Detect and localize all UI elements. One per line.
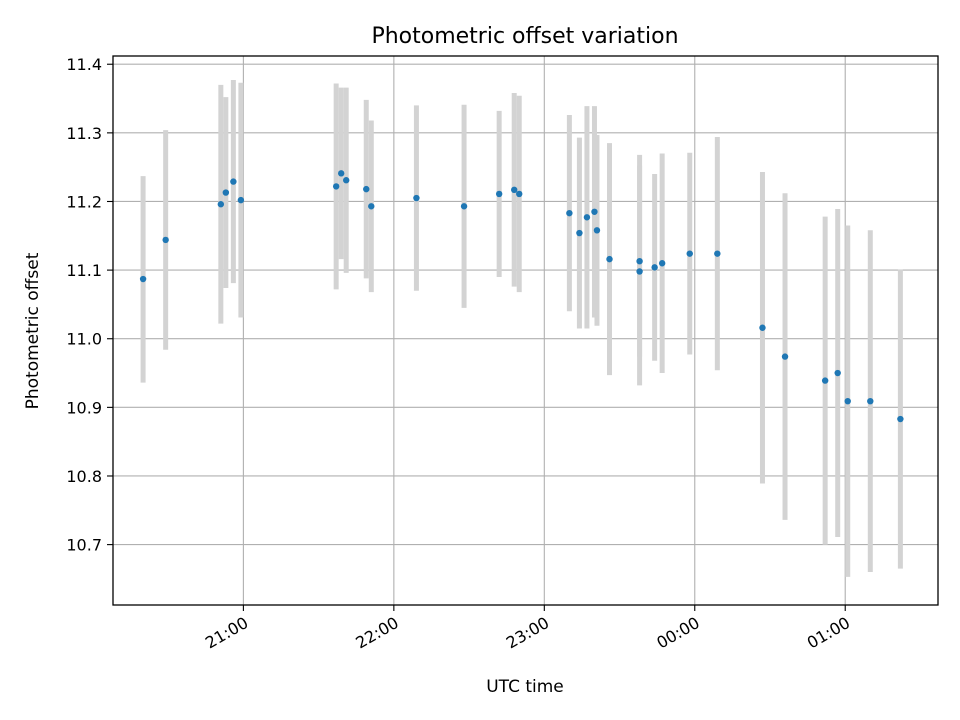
data-point — [867, 397, 874, 405]
data-point — [897, 415, 904, 423]
data-points — [139, 170, 904, 423]
data-point — [576, 229, 583, 237]
x-tick-label: 21:00 — [202, 613, 251, 653]
data-point — [343, 177, 350, 184]
data-point — [759, 324, 766, 331]
y-tick-label: 11.2 — [66, 192, 102, 211]
data-point — [834, 369, 841, 377]
data-point — [606, 255, 613, 263]
y-tick-label: 10.7 — [66, 536, 102, 555]
data-point — [332, 183, 340, 190]
data-point — [413, 194, 420, 202]
data-point — [222, 189, 230, 196]
data-point — [162, 236, 169, 244]
plot-area-frame — [112, 55, 939, 606]
data-point — [495, 190, 503, 198]
data-point — [217, 201, 225, 208]
data-point — [337, 170, 345, 177]
y-tick-label: 11.1 — [66, 261, 102, 280]
x-tick-label: 00:00 — [653, 613, 702, 653]
data-point — [368, 203, 375, 210]
x-axis-label: UTC time — [486, 677, 564, 697]
data-point — [591, 208, 598, 215]
y-tick-label: 10.8 — [66, 467, 102, 486]
error-bars — [140, 80, 903, 577]
y-tick-label: 11.4 — [66, 55, 102, 74]
x-tick-label: 23:00 — [503, 613, 552, 653]
data-point — [583, 214, 591, 221]
data-point — [511, 186, 518, 194]
data-point — [230, 178, 237, 185]
data-point — [714, 250, 721, 257]
data-point — [593, 227, 601, 234]
x-tick-label: 22:00 — [352, 613, 401, 653]
data-point — [516, 190, 523, 198]
data-point — [651, 264, 658, 271]
data-point — [363, 185, 370, 193]
data-point — [686, 250, 693, 257]
chart-title: Photometric offset variation — [371, 24, 678, 49]
y-tick-label: 11.0 — [66, 330, 102, 349]
data-point — [636, 257, 643, 265]
y-tick-label: 10.9 — [66, 398, 102, 417]
data-point — [821, 377, 829, 384]
data-point — [781, 353, 789, 360]
data-point — [566, 209, 573, 217]
data-point — [237, 196, 245, 204]
data-point — [460, 203, 468, 210]
data-point — [658, 260, 666, 267]
axis-ticks: 21:00 22:00 23:00 00:00 01:00 10.7 10.8 10.9 11.… — [66, 55, 853, 652]
y-axis-label: Photometric offset — [23, 252, 43, 409]
grid — [113, 56, 938, 605]
data-point — [636, 268, 643, 275]
x-tick-label: 01:00 — [804, 613, 853, 653]
y-tick-label: 11.3 — [66, 124, 102, 143]
data-point — [139, 275, 147, 283]
data-point — [844, 397, 851, 405]
